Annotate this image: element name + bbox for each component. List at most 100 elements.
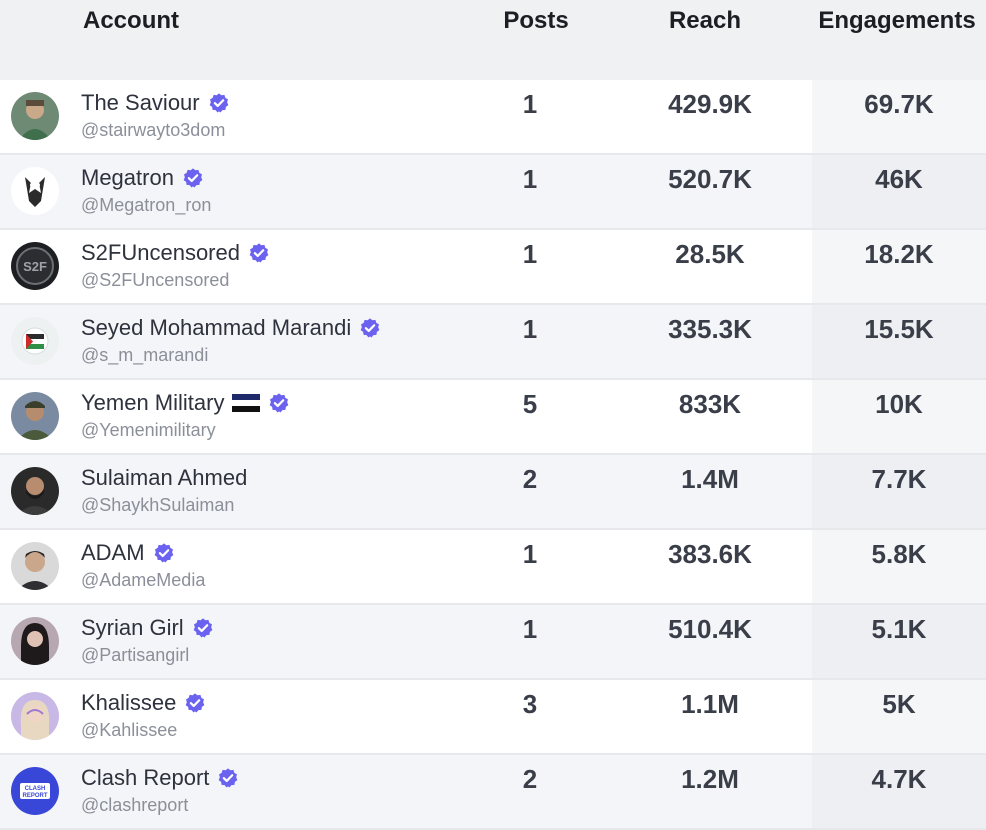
engagements-column-band xyxy=(812,380,986,453)
avatar[interactable] xyxy=(11,167,59,215)
posts-value: 2 xyxy=(522,464,538,494)
engagements-column-band xyxy=(812,155,986,228)
posts-value: 1 xyxy=(522,314,538,344)
posts-value: 2 xyxy=(522,764,538,794)
engagements-column-band xyxy=(812,305,986,378)
reach-value: 833K xyxy=(678,389,742,419)
verified-badge-icon xyxy=(192,617,214,639)
reach-value: 510.4K xyxy=(668,614,752,644)
reach-value: 335.3K xyxy=(668,314,752,344)
engagements-column-band xyxy=(812,230,986,303)
verified-badge-icon xyxy=(359,317,381,339)
header-account[interactable]: Account xyxy=(83,7,179,34)
account-handle[interactable]: @AdameMedia xyxy=(81,570,206,590)
verified-badge-icon xyxy=(248,242,270,264)
yemen-flag-icon xyxy=(232,394,261,412)
account-handle[interactable]: @ShaykhSulaiman xyxy=(81,495,235,515)
account-name[interactable]: Syrian Girl xyxy=(81,615,184,640)
engagements-value: 7.7K xyxy=(871,464,927,494)
posts-value: 1 xyxy=(522,614,538,644)
engagements-value: 15.5K xyxy=(864,314,934,344)
reach-value: 429.9K xyxy=(668,89,752,119)
verified-badge-icon xyxy=(153,542,175,564)
engagements-value: 5.1K xyxy=(871,614,927,644)
svg-text:REPORT: REPORT xyxy=(22,793,47,799)
table-row[interactable]: Syrian Girl @Partisangirl 1 510.4K 5.1K xyxy=(0,605,986,680)
account-name-line: ADAM xyxy=(81,539,175,567)
engagements-column-band xyxy=(812,605,986,678)
svg-text:CLASH: CLASH xyxy=(25,786,46,792)
table-row[interactable]: Megatron @Megatron_ron 1 520.7K 46K xyxy=(0,155,986,230)
account-handle[interactable]: @s_m_marandi xyxy=(81,345,209,365)
account-name[interactable]: ADAM xyxy=(81,540,145,565)
verified-badge-icon xyxy=(182,167,204,189)
reach-value: 1.1M xyxy=(681,689,739,719)
table-row[interactable]: Khalissee @Kahlissee 3 1.1M 5K xyxy=(0,680,986,755)
engagements-value: 4.7K xyxy=(871,764,927,794)
engagements-column-band xyxy=(812,80,986,153)
account-name-line: Syrian Girl xyxy=(81,614,214,642)
verified-badge-icon xyxy=(268,392,290,414)
avatar[interactable]: CLASH REPORT xyxy=(11,767,59,815)
engagements-value: 18.2K xyxy=(864,239,934,269)
header-reach[interactable]: Reach xyxy=(668,7,742,34)
account-name[interactable]: Khalissee xyxy=(81,690,177,715)
account-name-line: Khalissee xyxy=(81,689,206,717)
avatar[interactable]: S2F xyxy=(11,242,59,290)
avatar[interactable] xyxy=(11,617,59,665)
account-name-line: Sulaiman Ahmed xyxy=(81,464,247,492)
account-name[interactable]: Clash Report xyxy=(81,765,210,790)
table-row[interactable]: ADAM @AdameMedia 1 383.6K 5.8K xyxy=(0,530,986,605)
account-table: The Saviour @stairwayto3dom 1 429.9K 69.7K Me… xyxy=(0,80,986,830)
reach-value: 28.5K xyxy=(675,239,745,269)
header-posts[interactable]: Posts xyxy=(503,7,569,34)
verified-badge-icon xyxy=(208,92,230,114)
avatar[interactable] xyxy=(11,467,59,515)
engagements-value: 46K xyxy=(875,164,923,194)
avatar[interactable] xyxy=(11,317,59,365)
account-name-line: Megatron xyxy=(81,164,204,192)
engagements-value: 69.7K xyxy=(864,89,934,119)
svg-text:S2F: S2F xyxy=(23,259,47,274)
reach-value: 520.7K xyxy=(668,164,752,194)
account-name[interactable]: Sulaiman Ahmed xyxy=(81,465,248,490)
avatar[interactable] xyxy=(11,392,59,440)
account-handle[interactable]: @stairwayto3dom xyxy=(81,120,226,140)
table-row[interactable]: Yemen Military @Yemenimilitary 5 833K 10K xyxy=(0,380,986,455)
account-name[interactable]: The Saviour xyxy=(81,90,200,115)
account-handle[interactable]: @Partisangirl xyxy=(81,645,190,665)
avatar[interactable] xyxy=(11,542,59,590)
account-handle[interactable]: @Yemenimilitary xyxy=(81,420,216,440)
account-name-line: The Saviour xyxy=(81,89,230,117)
posts-value: 1 xyxy=(522,164,538,194)
reach-value: 1.2M xyxy=(681,764,739,794)
account-name[interactable]: Yemen Military xyxy=(81,390,225,415)
posts-value: 5 xyxy=(522,389,538,419)
account-name-line: S2FUncensored xyxy=(81,239,270,267)
account-name-line: Yemen Military xyxy=(81,389,290,417)
account-name[interactable]: Megatron xyxy=(81,165,174,190)
verified-badge-icon xyxy=(184,692,206,714)
verified-badge-icon xyxy=(217,767,239,789)
posts-value: 1 xyxy=(522,539,538,569)
table-row[interactable]: The Saviour @stairwayto3dom 1 429.9K 69.7K xyxy=(0,80,986,155)
table-header: Account Posts Reach Engagements xyxy=(0,0,986,80)
account-name[interactable]: Seyed Mohammad Marandi xyxy=(81,315,352,340)
table-row[interactable]: CLASH REPORT Clash Report @clashreport 2 1.2M… xyxy=(0,755,986,830)
engagements-column-band xyxy=(812,455,986,528)
table-row[interactable]: Sulaiman Ahmed @ShaykhSulaiman 2 1.4M 7.7K xyxy=(0,455,986,530)
header-engagements[interactable]: Engagements xyxy=(818,7,976,34)
table-row[interactable]: S2F S2FUncensored @S2FUncensored 1 28.5K 18.2… xyxy=(0,230,986,305)
avatar[interactable] xyxy=(11,92,59,140)
engagements-column-band xyxy=(812,530,986,603)
account-name[interactable]: S2FUncensored xyxy=(81,240,240,265)
account-handle[interactable]: @S2FUncensored xyxy=(81,270,230,290)
account-handle[interactable]: @clashreport xyxy=(81,795,189,815)
avatar[interactable] xyxy=(11,692,59,740)
account-handle[interactable]: @Megatron_ron xyxy=(81,195,212,215)
engagements-value: 10K xyxy=(875,389,923,419)
table-row[interactable]: Seyed Mohammad Marandi @s_m_marandi 1 335.3… xyxy=(0,305,986,380)
engagements-column-band xyxy=(812,680,986,753)
reach-value: 1.4M xyxy=(681,464,739,494)
account-handle[interactable]: @Kahlissee xyxy=(81,720,178,740)
